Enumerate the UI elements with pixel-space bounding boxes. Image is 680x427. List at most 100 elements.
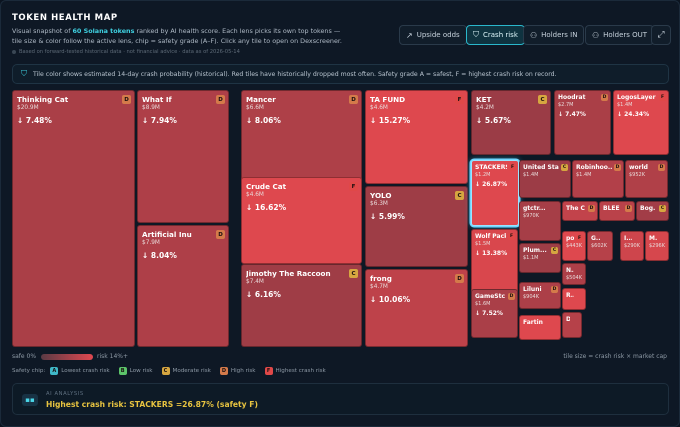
token-tile[interactable]: YOLO $6.3M ↓ 5.99% C (365, 186, 468, 267)
token-market-cap: $1.4M (576, 172, 592, 178)
token-market-cap: $8.9M (142, 105, 160, 111)
token-name: The C (566, 205, 585, 212)
token-tile[interactable]: Bog. C (636, 201, 669, 221)
expand-button[interactable]: ⤢ (651, 25, 671, 45)
token-tile[interactable]: KET $4.2M ↓ 5.67% C (471, 90, 551, 155)
token-name: gtctr... (523, 205, 546, 212)
token-tile[interactable]: world $952K D (625, 160, 668, 198)
token-tile[interactable]: Fartin (519, 315, 561, 340)
token-market-cap: $7.4M (246, 279, 264, 285)
token-tile[interactable]: D... (562, 312, 582, 338)
users-out-icon: ⚇ (592, 30, 600, 40)
token-market-cap: $296K (649, 243, 666, 249)
safety-grade-badge: C (455, 191, 464, 200)
token-name: po. (566, 235, 574, 242)
token-name: G... (591, 235, 601, 242)
token-tile[interactable]: Robinhoo... $1.4M D (572, 160, 624, 198)
token-name: Plum... (523, 247, 547, 254)
description-text-rest: ranked by AI health score. Each lens pic… (12, 27, 342, 45)
token-name: Jimothy The Raccoon (246, 269, 331, 278)
lens-label: Upside odds (416, 31, 460, 39)
token-crash-risk: ↓ 16.62% (246, 203, 287, 212)
token-tile[interactable]: Hoodrat $2.7M ↓ 7.47% D (554, 90, 611, 155)
token-tile[interactable]: I...$290K (620, 231, 644, 261)
ai-message: Highest crash risk: STACKERS =26.87% (sa… (46, 400, 258, 409)
safety-grade-badge: C (561, 164, 568, 171)
status-dot (12, 49, 16, 54)
safety-grade-badge: F (576, 235, 583, 242)
token-tile[interactable]: Wolf Pack $1.5M ↓ 13.38% F (471, 229, 518, 296)
token-tile[interactable]: Mancer $6.6M ↓ 8.06% D (241, 90, 362, 187)
safety-chip: A Lowest crash risk (50, 367, 110, 375)
description: Visual snapshot of 60 Solana tokens rank… (12, 27, 347, 46)
disclaimer: Based on forward-tested historical data … (12, 49, 240, 55)
ai-icon: ▪▪ (22, 394, 38, 406)
info-banner: ⛉ Tile color shows estimated 14-day crash… (12, 64, 669, 84)
legend-gradient (41, 354, 93, 360)
token-crash-risk: ↓ 8.06% (246, 116, 281, 125)
token-name: Robinhoo... (576, 164, 612, 171)
token-tile[interactable]: N...$504K (562, 263, 586, 285)
token-market-cap: $1.4M (523, 172, 539, 178)
safety-grade-badge: D (216, 230, 225, 239)
token-tile[interactable]: Plum... $1.1M C (519, 243, 561, 273)
lens-upside-odds[interactable]: ↗ Upside odds (399, 25, 467, 45)
token-tile[interactable]: Thinking Cat $20.9M ↓ 7.48% D (12, 90, 135, 347)
token-tile[interactable]: Artificial Inu $7.9M ↓ 8.04% D (137, 225, 229, 347)
lens-holders-in[interactable]: ⚇ Holders IN (523, 25, 585, 45)
safety-grade-badge: D (455, 274, 464, 283)
token-market-cap: $443K (566, 243, 583, 249)
token-market-cap: $20.9M (17, 105, 39, 111)
safety-chip-legend: Safety chip: A Lowest crash risk B Low risk… (12, 367, 330, 375)
token-market-cap: $1.4M (617, 102, 633, 108)
token-crash-risk: ↓ 13.38% (475, 250, 508, 257)
grade-badge: F (264, 367, 273, 375)
token-tile[interactable]: United Sta...$1.4M C (519, 160, 571, 198)
token-crash-risk: ↓ 7.52% (475, 310, 503, 317)
token-tile[interactable]: G...$602K (587, 231, 613, 261)
token-name: United Sta... (523, 164, 559, 171)
token-name: R... (566, 292, 574, 299)
legend-size-note: tile size = crash risk × market cap (563, 353, 667, 360)
lens-crash-risk[interactable]: ⛉ Crash risk (466, 25, 525, 45)
token-count: 60 Solana tokens (72, 27, 135, 35)
token-crash-risk: ↓ 5.99% (370, 212, 405, 221)
safety-grade-badge: D (614, 164, 621, 171)
safety-grade-badge: C (551, 247, 558, 254)
token-tile[interactable]: gtctr... $970K (519, 201, 561, 241)
lens-label: Crash risk (483, 31, 518, 39)
token-name: Fartin (523, 319, 543, 326)
grade-badge: A (50, 367, 59, 375)
token-tile[interactable]: STACKERS $1.2M ↓ 26.87% F (471, 160, 519, 226)
token-tile[interactable]: TA FUND $4.6M ↓ 15.27% F (365, 90, 468, 184)
token-tile[interactable]: Crude Cat $4.6M ↓ 16.62% F (241, 177, 362, 264)
token-tile[interactable]: LogosLayer $1.4M ↓ 24.34% F (613, 90, 669, 155)
token-tile[interactable]: Liluni $904K D (519, 282, 561, 309)
safety-chip: C Moderate risk (161, 367, 211, 375)
token-tile[interactable]: BLEE D (599, 201, 635, 221)
token-tile[interactable]: M...$296K (645, 231, 669, 261)
grade-label: High risk (230, 368, 256, 374)
chips-label: Safety chip: (12, 368, 46, 374)
shield-icon: ⛉ (473, 30, 479, 39)
token-name: KET (476, 95, 492, 104)
treemap: Thinking Cat $20.9M ↓ 7.48% D What If $8.9M ↓ … (12, 90, 669, 347)
token-tile[interactable]: What If $8.9M ↓ 7.94% D (137, 90, 229, 223)
disclaimer-text: Based on forward-tested historical data … (19, 49, 240, 55)
safety-chip: F Highest crash risk (264, 367, 326, 375)
grade-label: Highest crash risk (275, 368, 326, 374)
safety-grade-badge: D (625, 205, 632, 212)
token-tile[interactable]: frong $4.7M ↓ 10.06% D (365, 269, 468, 347)
token-name: YOLO (370, 191, 392, 200)
token-name: STACKERS (475, 164, 507, 171)
token-tile[interactable]: GameStc $1.6M ↓ 7.52% D (471, 289, 518, 338)
users-in-icon: ⚇ (530, 30, 538, 40)
grade-label: Lowest crash risk (61, 368, 110, 374)
token-tile[interactable]: Jimothy The Raccoon $7.4M ↓ 6.16% C (241, 264, 362, 347)
lens-holders-out[interactable]: ⚇ Holders OUT (585, 25, 655, 45)
token-tile[interactable]: R... (562, 288, 586, 310)
token-market-cap: $1.5M (475, 241, 491, 247)
